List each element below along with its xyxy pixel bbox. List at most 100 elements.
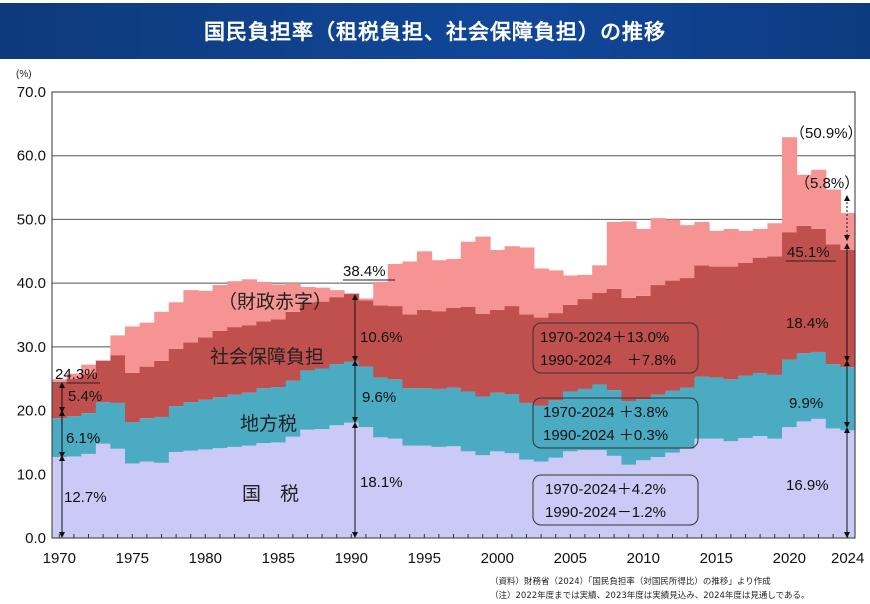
bar-segment-財政赤字-2002: [519, 247, 535, 315]
bar-segment-地方税-2024: [840, 367, 856, 431]
nat-change-1970: 1970-2024＋4.2%: [545, 481, 666, 498]
bar-segment-財政赤字-1999: [475, 236, 491, 314]
bar-segment-社会保障負担-1993: [387, 306, 403, 380]
bar-segment-地方税-1975: [125, 422, 141, 464]
bar-segment-地方税-1978: [168, 406, 184, 452]
bar-segment-財政赤字-1980: [198, 290, 214, 338]
bar-segment-地方税-1993: [387, 379, 403, 439]
bar-segment-国税-2022: [811, 418, 827, 538]
bar-segment-財政赤字-2007: [592, 265, 608, 293]
annot-1970-ss: 5.4%: [68, 388, 102, 405]
bar-segment-社会保障負担-1982: [227, 327, 243, 395]
x-tick-label: 1970: [43, 550, 76, 567]
x-tick-label: 1985: [262, 550, 295, 567]
bar-segment-社会保障負担-2017: [738, 262, 754, 376]
bar-segment-財政赤字-1990: [344, 293, 360, 294]
bar-segment-国税-1984: [256, 443, 272, 538]
bar-segment-財政赤字-2003: [533, 268, 549, 318]
bar-segment-国税-1977: [154, 462, 170, 538]
bar-segment-社会保障負担-2016: [723, 266, 739, 380]
local-change-box: 1970-2024 ＋3.8% 1990-2024 ＋0.3%: [532, 397, 699, 449]
bar-segment-国税-2000: [490, 451, 506, 538]
bar-segment-国税-2018: [752, 436, 768, 538]
bar-segment-財政赤字-1982: [227, 281, 243, 328]
x-tick-label: 2024: [831, 550, 864, 567]
bar-segment-地方税-2014: [694, 376, 710, 439]
bar-segment-社会保障負担-2006: [577, 299, 593, 389]
bar-segment-財政赤字-1976: [139, 322, 155, 367]
bar-segment-地方税-1982: [227, 394, 243, 447]
bar-segment-国税-1982: [227, 446, 243, 538]
bar-segment-財政赤字-2024: [840, 213, 856, 251]
bar-segment-地方税-1995: [417, 388, 433, 446]
x-tick-label: 1975: [116, 550, 149, 567]
bar-segment-地方税-2020: [782, 359, 798, 428]
annot-1990-nat: 18.1%: [360, 474, 403, 491]
footnote: （注）2022年度までは実績、2023年度は実績見込み、2024年度は見通しであ…: [490, 590, 810, 601]
bar-segment-財政赤字-1991: [358, 298, 374, 301]
bar-segment-国税-1988: [314, 429, 330, 538]
bar-segment-社会保障負担-2019: [767, 256, 783, 375]
bar-segment-財政赤字-2019: [767, 223, 783, 257]
bar-segment-国税-1978: [168, 451, 184, 538]
bar-segment-社会保障負担-1983: [241, 325, 257, 393]
y-tick-label: 10.0: [17, 466, 46, 483]
bar-segment-地方税-2006: [577, 388, 593, 451]
y-tick-label: 30.0: [17, 339, 46, 356]
ss-change-1990: 1990-2024 ＋7.8%: [540, 352, 676, 369]
bar-segment-社会保障負担-1987: [300, 302, 316, 371]
bar-segment-財政赤字-2020: [782, 137, 798, 233]
bar-segment-国税-1973: [95, 443, 111, 538]
bar-segment-社会保障負担-2001: [504, 306, 520, 395]
bar-segment-財政赤字-2005: [563, 275, 579, 305]
bar-segment-財政赤字-2012: [665, 219, 681, 281]
bar-segment-国税-1991: [358, 427, 374, 538]
bar-segment-社会保障負担-2014: [694, 265, 710, 377]
bar-segment-国税-2003: [533, 461, 549, 538]
bar-segment-地方税-2000: [490, 392, 506, 452]
bar-segment-国税-1995: [417, 445, 433, 538]
bar-segment-国税-2013: [679, 448, 695, 538]
bar-segment-国税-1971: [66, 456, 82, 538]
bar-segment-地方税-1976: [139, 418, 155, 462]
bar-segment-地方税-2015: [709, 377, 725, 439]
ss-change-1970: 1970-2024＋13.0%: [540, 329, 669, 346]
y-tick-label: 40.0: [17, 275, 46, 292]
annot-1970-nat: 12.7%: [64, 489, 107, 506]
bar-segment-地方税-1989: [329, 364, 345, 426]
annot-2024-local: 9.9%: [789, 395, 823, 412]
bar-segment-国税-2002: [519, 459, 535, 538]
annot-1970-local: 6.1%: [66, 430, 100, 447]
bar-segment-社会保障負担-1985: [271, 319, 287, 387]
bar-segment-財政赤字-1984: [256, 281, 272, 322]
bar-segment-地方税-1994: [402, 388, 418, 446]
bar-segment-国税-1986: [285, 436, 301, 538]
bar-segment-社会保障負担-2009: [621, 297, 637, 402]
label-social-security: 社会保障負担: [210, 346, 324, 368]
bar-segment-社会保障負担-1989: [329, 297, 345, 365]
bar-segment-財政赤字-2004: [548, 270, 564, 314]
bar-segment-社会保障負担-1973: [95, 360, 111, 403]
bar-segment-社会保障負担-1978: [168, 348, 184, 407]
bar-segment-財政赤字-2017: [738, 230, 754, 263]
source-note: （資料）財務省（2024）「国民負担率（対国民所得比）の推移」より作成: [490, 576, 771, 587]
bar-segment-財政赤字-1988: [314, 287, 330, 302]
bar-segment-国税-1993: [387, 438, 403, 538]
bar-segment-地方税-1988: [314, 368, 330, 430]
bar-segment-国税-2024: [840, 430, 856, 538]
bar-segment-社会保障負担-1995: [417, 309, 433, 389]
y-tick-label: 50.0: [17, 211, 46, 228]
x-tick-label: 2010: [627, 550, 660, 567]
bar-segment-地方税-2002: [519, 402, 535, 460]
bar-segment-国税-2014: [694, 438, 710, 538]
bar-segment-社会保障負担-1996: [431, 311, 447, 389]
bar-segment-国税-1987: [300, 429, 316, 538]
bar-segment-地方税-2021: [796, 353, 812, 422]
bar-segment-財政赤字-1987: [300, 286, 316, 303]
bar-segment-社会保障負担-1994: [402, 314, 418, 389]
local-change-1990: 1990-2024 ＋0.3%: [543, 427, 668, 444]
bar-segment-地方税-2013: [679, 387, 695, 449]
bar-segment-社会保障負担-2002: [519, 314, 535, 403]
bar-segment-財政赤字-1997: [446, 258, 462, 308]
